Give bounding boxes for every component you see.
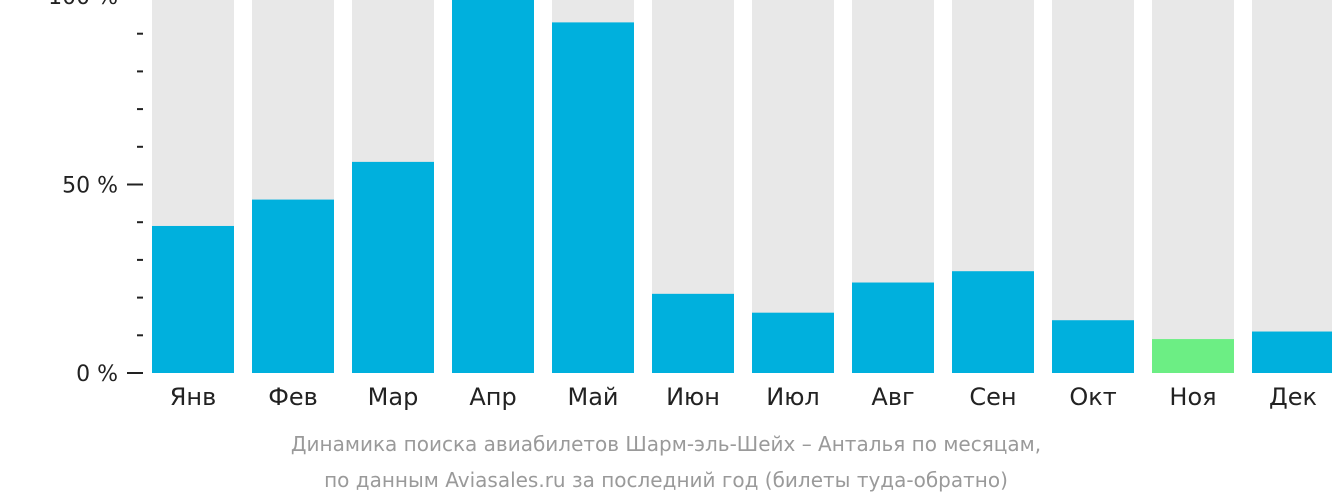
bar <box>552 22 634 373</box>
x-tick-label: Фев <box>268 383 318 411</box>
bar <box>1252 331 1332 373</box>
bar <box>652 293 734 373</box>
bar-track <box>1152 0 1234 373</box>
x-tick-label: Авг <box>871 383 914 411</box>
bar-track <box>752 0 834 373</box>
x-tick-label: Мар <box>368 383 419 411</box>
x-tick-label: Сен <box>969 383 1016 411</box>
chart-caption-line-1: Динамика поиска авиабилетов Шарм-эль-Шей… <box>290 432 1042 456</box>
bar <box>152 225 234 373</box>
x-tick-label: Янв <box>170 383 217 411</box>
x-tick-label: Ноя <box>1169 383 1216 411</box>
bar <box>752 312 834 373</box>
bar-track <box>1052 0 1134 373</box>
x-tick-label: Дек <box>1269 383 1317 411</box>
bar <box>352 161 434 373</box>
bar-chart: Янв Фев Мар Апр Май Июн Июл Авг Сен Окт Ноя Дек 0 % 5… <box>48 0 1332 411</box>
y-tick-label: 50 % <box>62 174 118 199</box>
bar-track <box>1252 0 1332 373</box>
bar <box>1152 339 1234 373</box>
y-tick-label: 0 % <box>76 362 118 387</box>
bar <box>852 282 934 373</box>
bar <box>452 0 534 373</box>
x-tick-label: Окт <box>1069 383 1116 411</box>
bar <box>252 199 334 373</box>
chart-caption-line-2: по данным Aviasales.ru за последний год … <box>324 468 1008 492</box>
x-tick-label: Июн <box>666 383 720 411</box>
bar <box>952 271 1034 373</box>
y-tick-label: 100 % <box>48 0 118 10</box>
bar <box>1052 320 1134 373</box>
x-tick-label: Июл <box>766 383 820 411</box>
x-tick-label: Май <box>567 383 618 411</box>
x-tick-label: Апр <box>469 383 516 411</box>
